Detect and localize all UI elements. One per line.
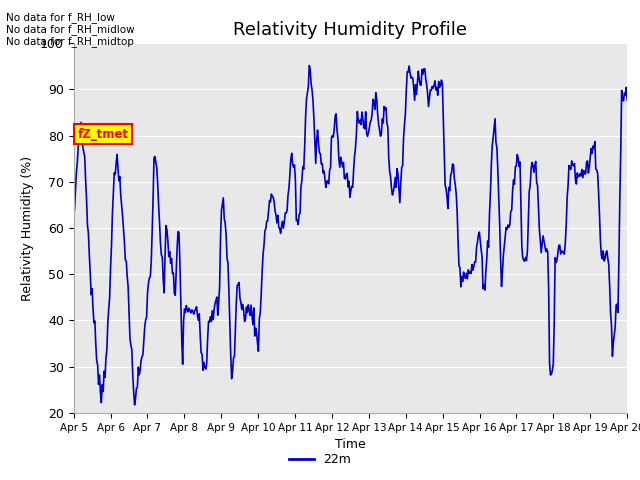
Text: No data for f_RH_midlow: No data for f_RH_midlow xyxy=(6,24,135,35)
Legend: 22m: 22m xyxy=(284,448,356,471)
Title: Relativity Humidity Profile: Relativity Humidity Profile xyxy=(234,21,467,39)
Text: No data for f_RH_midtop: No data for f_RH_midtop xyxy=(6,36,134,47)
X-axis label: Time: Time xyxy=(335,438,366,451)
Text: fZ_tmet: fZ_tmet xyxy=(78,128,129,141)
Text: No data for f_RH_low: No data for f_RH_low xyxy=(6,12,115,23)
Y-axis label: Relativity Humidity (%): Relativity Humidity (%) xyxy=(22,156,35,300)
